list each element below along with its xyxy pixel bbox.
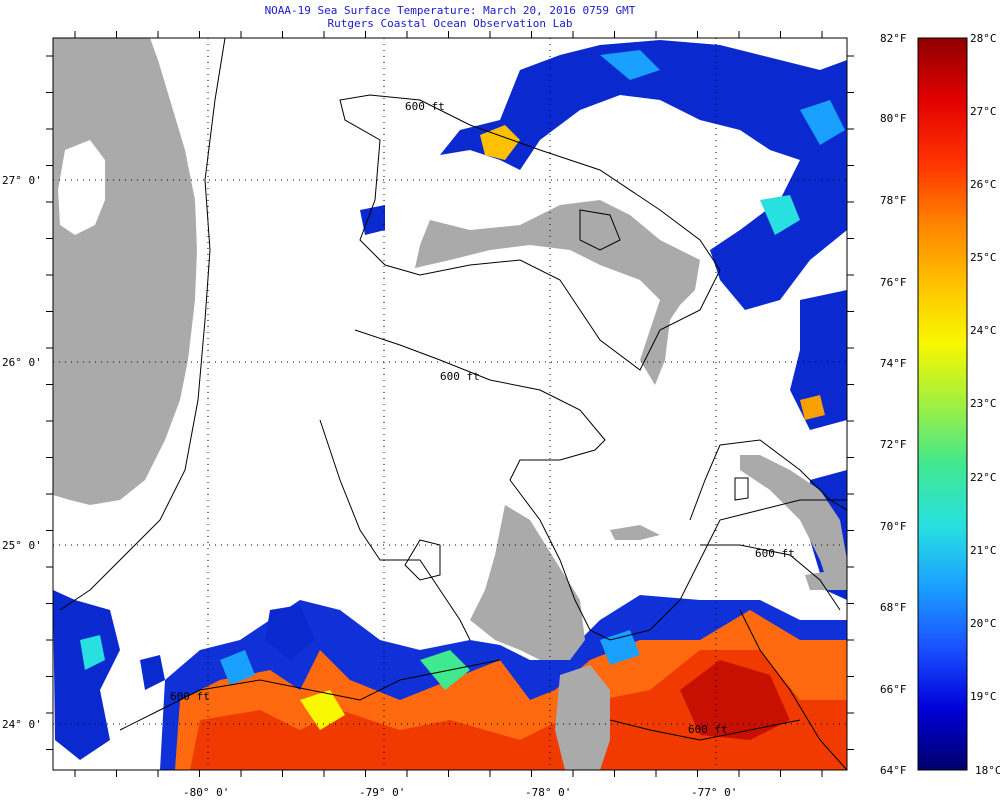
colorbar-c-label: 19°C	[970, 690, 997, 703]
colorbar-fahrenheit-labels: 82°F 80°F 78°F 76°F 74°F 72°F 70°F 68°F …	[880, 32, 907, 777]
lat-label-25: 25° 0'	[2, 539, 42, 552]
longitude-labels: -80° 0' -79° 0' -78° 0' -77° 0'	[183, 786, 737, 799]
lon-label-77: -77° 0'	[691, 786, 737, 799]
colorbar-f-label: 78°F	[880, 194, 907, 207]
andros-island	[470, 505, 585, 660]
map-frame	[52, 37, 848, 771]
map-title: NOAA-19 Sea Surface Temperature: March 2…	[264, 4, 636, 17]
colorbar-f-label: 72°F	[880, 438, 907, 451]
colorbar-f-label: 70°F	[880, 520, 907, 533]
colorbar-f-label: 80°F	[880, 112, 907, 125]
colorbar-f-label: 66°F	[880, 683, 907, 696]
latitude-labels: 27° 0' 26° 0' 25° 0' 24° 0'	[2, 174, 42, 731]
graticule	[53, 38, 847, 770]
contour-label: 600 ft	[440, 370, 480, 383]
grand-bahama-abaco	[415, 200, 700, 385]
colorbar-c-label: 21°C	[970, 544, 997, 557]
exuma-island	[555, 665, 610, 770]
colorbar-f-label: 68°F	[880, 601, 907, 614]
colorbar-c-label: 23°C	[970, 397, 997, 410]
colorbar-c-label: 22°C	[970, 471, 997, 484]
colorbar-f-label: 82°F	[880, 32, 907, 45]
lon-label-79: -79° 0'	[359, 786, 405, 799]
lon-label-78: -78° 0'	[525, 786, 571, 799]
colorbar	[917, 37, 968, 771]
lat-label-26: 26° 0'	[2, 356, 42, 369]
eleuthera-island	[740, 455, 847, 590]
lon-label-80: -80° 0'	[183, 786, 229, 799]
contour-labels: 600 ft 600 ft 600 ft 600 ft 600 ft	[170, 100, 795, 736]
axis-ticks	[46, 31, 854, 777]
colorbar-c-label: 24°C	[970, 324, 997, 337]
contour-label: 600 ft	[405, 100, 445, 113]
bathymetry-contours	[59, 38, 847, 770]
colorbar-c-label: 18°C	[975, 764, 1000, 777]
contour-label: 600 ft	[688, 723, 728, 736]
map-subtitle: Rutgers Coastal Ocean Observation Lab	[327, 17, 573, 30]
lake-okeechobee	[58, 140, 105, 235]
colorbar-c-label: 25°C	[970, 251, 997, 264]
colorbar-c-label: 28°C	[970, 32, 997, 45]
colorbar-c-label: 20°C	[970, 617, 997, 630]
lat-label-24: 24° 0'	[2, 718, 42, 731]
colorbar-f-label: 76°F	[880, 276, 907, 289]
colorbar-c-label: 27°C	[970, 105, 997, 118]
colorbar-c-label: 26°C	[970, 178, 997, 191]
colorbar-f-label: 74°F	[880, 357, 907, 370]
colorbar-f-label: 64°F	[880, 764, 907, 777]
contour-label: 600 ft	[755, 547, 795, 560]
contour-label: 600 ft	[170, 690, 210, 703]
lat-label-27: 27° 0'	[2, 174, 42, 187]
colorbar-celsius-labels: 28°C 27°C 26°C 25°C 24°C 23°C 22°C 21°C …	[970, 32, 1000, 777]
sst-imagery	[53, 40, 847, 770]
new-providence	[610, 525, 660, 540]
